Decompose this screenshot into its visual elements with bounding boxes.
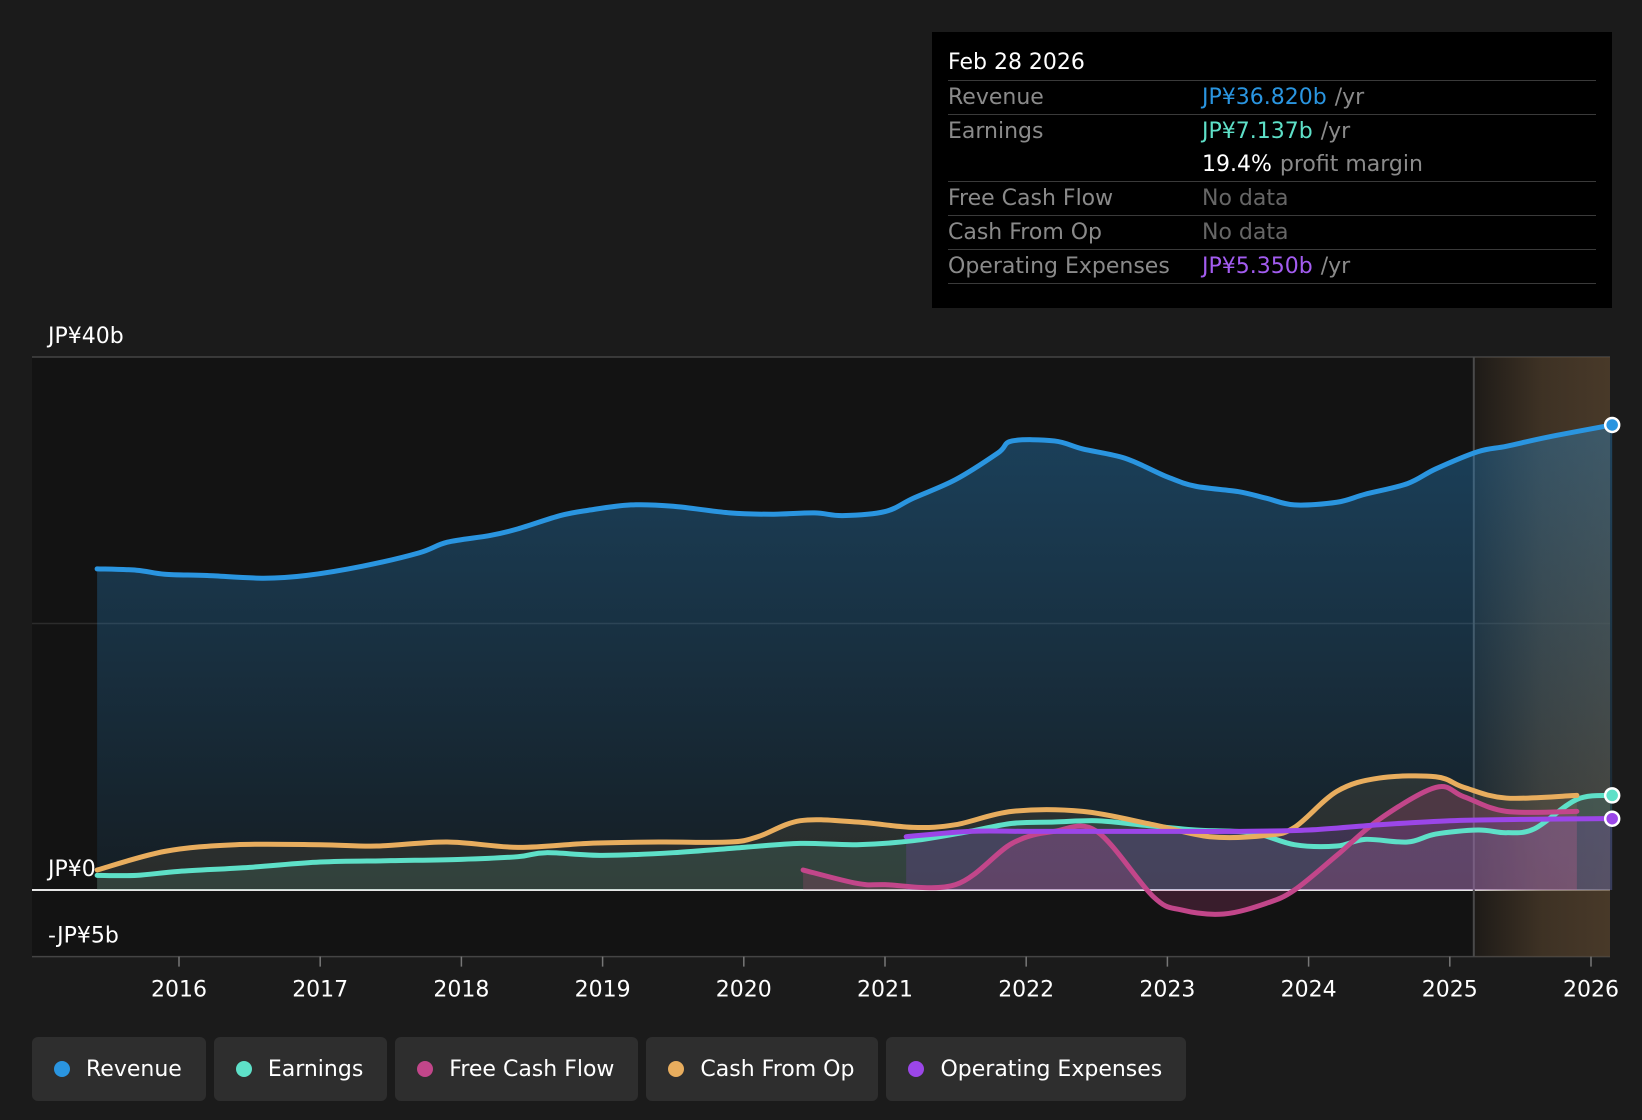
- legend-label: Revenue: [86, 1056, 182, 1082]
- tooltip-label: Cash From Op: [948, 220, 1103, 245]
- legend-label: Free Cash Flow: [449, 1056, 615, 1082]
- legend-item-operating-expenses[interactable]: Operating Expenses: [886, 1037, 1187, 1101]
- marker-earnings[interactable]: [1603, 787, 1621, 804]
- x-tick-label: 2019: [575, 978, 631, 1003]
- tooltip-row-revenue: Revenue JP¥36.820b /yr: [948, 80, 1596, 114]
- x-tick-label: 2024: [1281, 978, 1337, 1003]
- x-tick-label: 2020: [716, 978, 772, 1003]
- legend-dot-icon: [235, 1061, 252, 1077]
- y-tick-label: JP¥0: [46, 857, 96, 882]
- tooltip-label: Free Cash Flow: [948, 186, 1114, 211]
- tooltip-unit: /yr: [1320, 119, 1351, 144]
- x-tick-label: 2016: [151, 978, 207, 1003]
- tooltip-spacer: [948, 148, 1202, 181]
- line-cash-from-op: [94, 773, 1580, 873]
- legend-item-cash-from-op[interactable]: Cash From Op: [646, 1037, 879, 1101]
- tooltip-unit: /yr: [1334, 85, 1365, 110]
- tooltip-margin-value: 19.4%: [1202, 152, 1272, 177]
- legend-label: Cash From Op: [700, 1056, 855, 1082]
- tooltip-margin-text: profit margin: [1279, 152, 1423, 177]
- x-axis-labels: 2016 2017 2018 2019 2020 2021 2022 2023 2024 2025…: [151, 956, 1619, 1003]
- end-markers: [1603, 416, 1621, 827]
- area-revenue: [97, 424, 1613, 890]
- tooltip-value: JP¥7.137b: [1202, 119, 1313, 144]
- y-axis-labels: JP¥40b JP¥0 -JP¥5b: [46, 324, 124, 949]
- area-earnings: [97, 795, 1613, 890]
- y-tick-label: -JP¥5b: [48, 924, 119, 949]
- tooltip-value: No data: [1202, 186, 1289, 211]
- x-tick-label: 2022: [998, 978, 1054, 1003]
- tooltip-row-opex: Operating Expenses JP¥5.350b /yr: [948, 249, 1596, 284]
- marker-operating-expenses[interactable]: [1603, 810, 1621, 827]
- tooltip-panel: Feb 28 2026 Revenue JP¥36.820b /yr Earni…: [932, 32, 1612, 308]
- tooltip-value: JP¥5.350b: [1202, 254, 1313, 279]
- tooltip-date: Feb 28 2026: [948, 50, 1085, 75]
- tooltip-label: Earnings: [948, 119, 1044, 144]
- legend: Revenue Earnings Free Cash Flow Cash Fro…: [32, 1037, 1187, 1101]
- legend-dot-icon: [54, 1061, 70, 1077]
- x-tick-label: 2017: [292, 978, 348, 1003]
- line-operating-expenses: [903, 816, 1615, 840]
- tooltip-label: Revenue: [948, 85, 1044, 110]
- tooltip-value: JP¥36.820b: [1202, 85, 1327, 110]
- tooltip-row-margin: 19.4% profit margin: [948, 148, 1596, 181]
- tooltip-row-cfo: Cash From Op No data: [948, 215, 1596, 249]
- x-tick-label: 2023: [1139, 978, 1195, 1003]
- x-tick-label: 2025: [1422, 978, 1478, 1003]
- legend-dot-icon: [668, 1061, 685, 1077]
- legend-item-earnings[interactable]: Earnings: [213, 1037, 388, 1101]
- series-lines: [94, 422, 1615, 917]
- x-tick-label: 2018: [433, 978, 489, 1003]
- marker-revenue[interactable]: [1603, 416, 1621, 434]
- tooltip-unit: /yr: [1320, 254, 1351, 279]
- legend-label: Earnings: [267, 1056, 364, 1082]
- legend-label: Operating Expenses: [940, 1056, 1163, 1082]
- line-free-cash-flow: [800, 784, 1580, 917]
- legend-dot-icon: [908, 1061, 925, 1077]
- x-tick-label: 2026: [1563, 978, 1619, 1003]
- legend-dot-icon: [417, 1061, 434, 1077]
- tooltip-value: No data: [1202, 220, 1289, 245]
- tooltip-row-earnings: Earnings JP¥7.137b /yr: [948, 114, 1596, 148]
- tooltip-label: Operating Expenses: [948, 254, 1170, 279]
- tooltip-row-fcf: Free Cash Flow No data: [948, 181, 1596, 215]
- line-revenue: [94, 422, 1615, 581]
- x-tick-label: 2021: [857, 978, 913, 1003]
- legend-item-free-cash-flow[interactable]: Free Cash Flow: [395, 1037, 639, 1101]
- legend-item-revenue[interactable]: Revenue: [32, 1037, 206, 1101]
- y-tick-label: JP¥40b: [46, 324, 124, 349]
